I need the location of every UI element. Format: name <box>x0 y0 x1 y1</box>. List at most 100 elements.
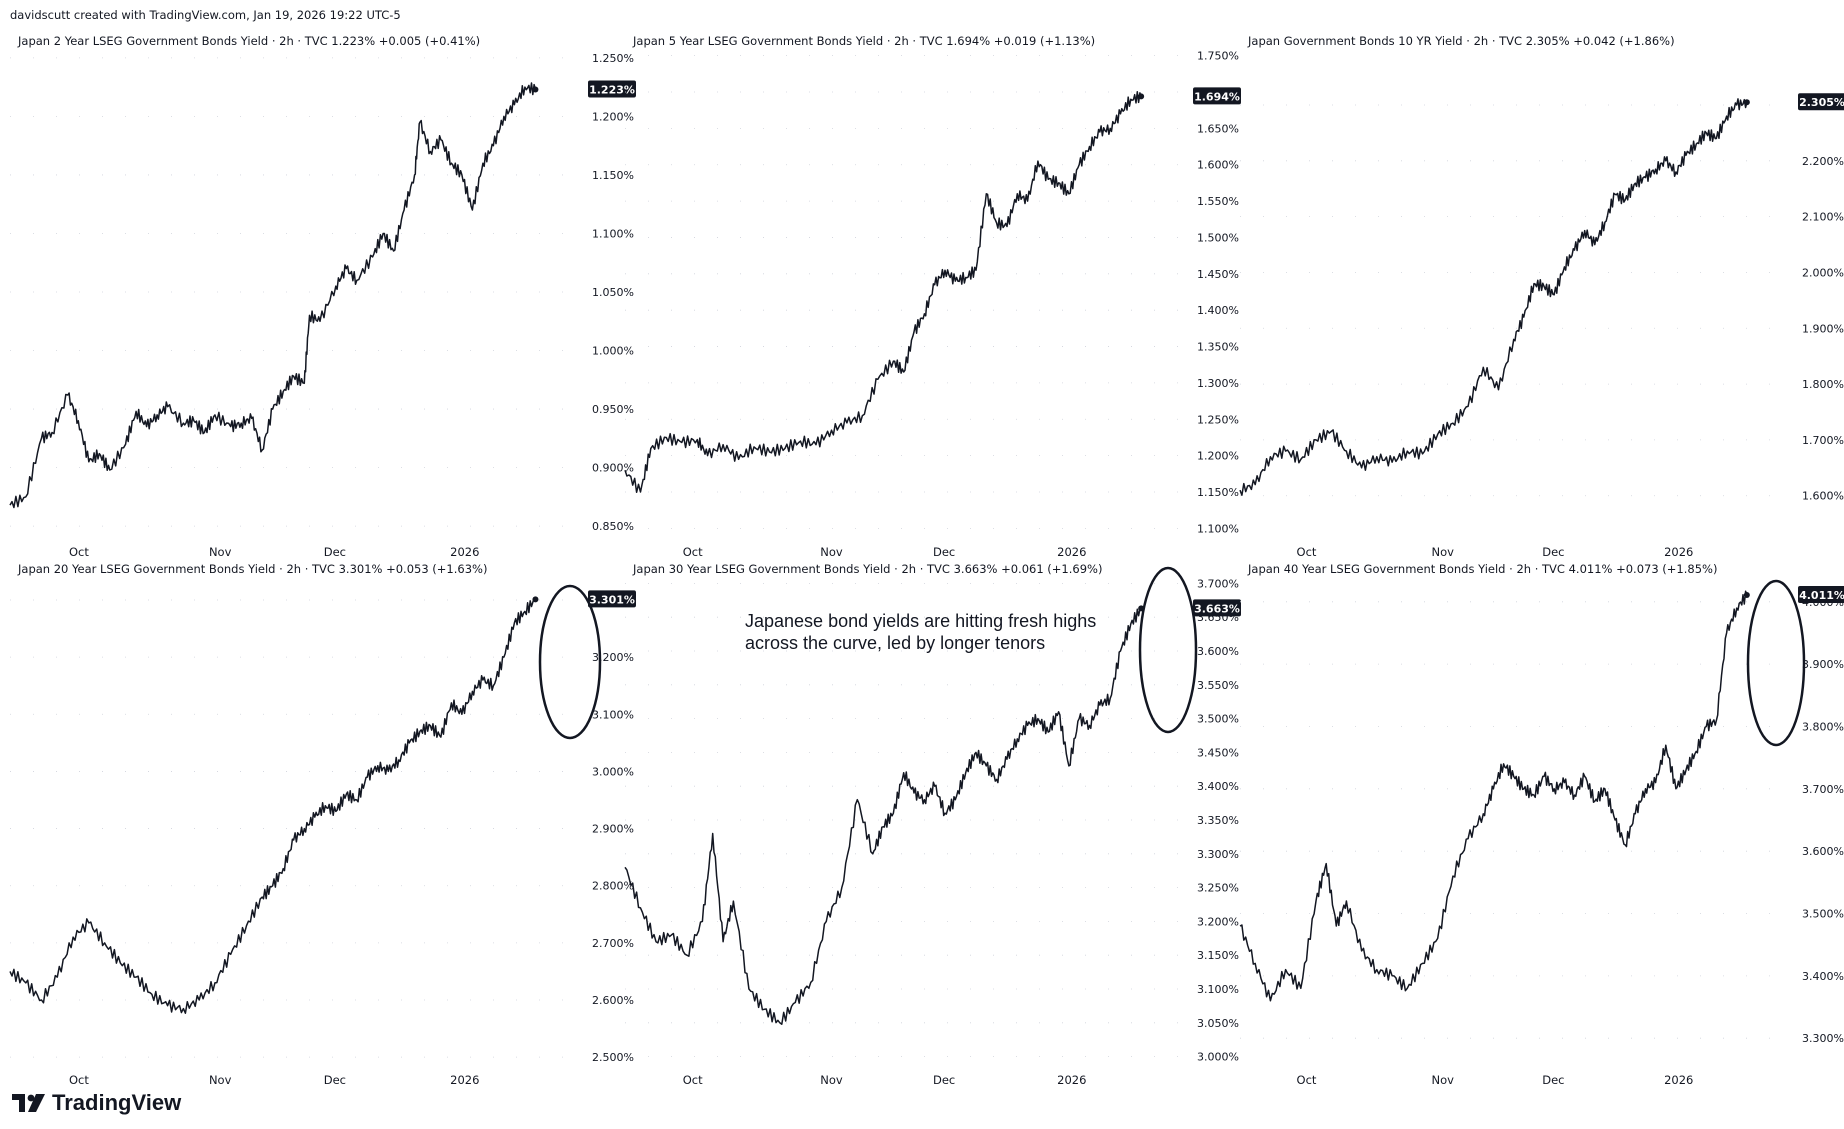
y-tick-label: 1.600% <box>1197 159 1239 172</box>
y-tick-label: 1.150% <box>592 169 634 182</box>
last-value-tag <box>1193 87 1241 105</box>
chart-panel-2: 1.100% 1.150% 1.200% 1.250% 1.300% 1.350% 1.40… <box>624 50 1241 559</box>
y-tick-label: 3.200% <box>1197 915 1239 928</box>
y-tick-label: 1.350% <box>1197 341 1239 354</box>
y-tick-label: 1.300% <box>1197 377 1239 390</box>
x-tick-label: Dec <box>933 545 955 559</box>
last-value-tag <box>588 590 636 608</box>
y-tick-label: 3.250% <box>1197 882 1239 895</box>
chart-title: Japan 20 Year LSEG Government Bonds Yiel… <box>18 562 488 576</box>
y-tick-label: 3.000% <box>592 765 634 778</box>
annotation-line-1: Japanese bond yields are hitting fresh h… <box>745 611 1097 631</box>
y-tick-label: 3.400% <box>1197 780 1239 793</box>
y-tick-label: 3.300% <box>1802 1032 1844 1045</box>
y-tick-label: 3.350% <box>1197 814 1239 827</box>
chart-panel-3: 1.600% 1.700% 1.800% 1.900% 2.000% 2.100% 2.20… <box>1239 93 1844 559</box>
y-tick-label: 1.700% <box>1802 434 1844 447</box>
y-tick-label: 2.700% <box>592 937 634 950</box>
last-point-marker <box>1743 99 1750 106</box>
y-tick-label: 3.900% <box>1802 658 1844 671</box>
x-tick-label: 2026 <box>1057 545 1086 559</box>
x-tick-label: Nov <box>209 1073 232 1087</box>
y-tick-label: 1.200% <box>592 110 634 123</box>
series-line <box>9 82 537 509</box>
last-value-label: 4.011% <box>1799 589 1844 602</box>
chart-title: Japan 40 Year LSEG Government Bonds Yiel… <box>1248 562 1718 576</box>
x-tick-label: Nov <box>1432 545 1455 559</box>
chart-title: Japan Government Bonds 10 YR Yield · 2h … <box>1248 34 1675 48</box>
y-tick-label: 3.000% <box>1197 1051 1239 1064</box>
series-line <box>624 90 1142 494</box>
tradingview-brand[interactable]: TradingView <box>12 1090 181 1116</box>
y-tick-label: 1.900% <box>1802 322 1844 335</box>
highlight-ellipse <box>1746 579 1806 747</box>
x-tick-label: Dec <box>1542 545 1564 559</box>
highlight-ellipse <box>538 584 602 740</box>
highlight-ellipse <box>1138 566 1198 734</box>
y-tick-label: 3.700% <box>1802 783 1844 796</box>
y-tick-label: 0.950% <box>592 403 634 416</box>
last-value-tag <box>1798 93 1844 111</box>
y-tick-label: 2.600% <box>592 994 634 1007</box>
chart-panel-6: 3.300% 3.400% 3.500% 3.600% 3.700% 3.800% 3.90… <box>1239 579 1844 1087</box>
tradingview-logo-icon <box>12 1094 45 1112</box>
x-tick-label: 2026 <box>450 545 479 559</box>
y-tick-label: 3.150% <box>1197 949 1239 962</box>
y-tick-label: 2.800% <box>592 880 634 893</box>
y-tick-label: 0.900% <box>592 462 634 475</box>
y-tick-label: 3.400% <box>1802 970 1844 983</box>
y-tick-label: 1.800% <box>1802 378 1844 391</box>
chart-panel-1: 0.850% 0.900% 0.950% 1.000% 1.050% 1.100% 1.15… <box>9 52 636 559</box>
y-tick-label: 1.150% <box>1197 486 1239 499</box>
last-value-label: 3.301% <box>589 593 635 606</box>
y-tick-label: 1.500% <box>1197 231 1239 244</box>
x-tick-label: Dec <box>1542 1073 1564 1087</box>
series-line <box>1239 98 1748 496</box>
last-value-label: 1.223% <box>589 83 635 96</box>
y-tick-label: 3.600% <box>1197 645 1239 658</box>
x-tick-label: Nov <box>820 1073 843 1087</box>
y-tick-label: 2.100% <box>1802 211 1844 224</box>
last-value-label: 2.305% <box>1799 96 1844 109</box>
x-tick-label: Nov <box>820 545 843 559</box>
last-value-tag <box>1798 585 1844 603</box>
last-point-marker <box>1743 591 1750 598</box>
y-tick-label: 1.450% <box>1197 268 1239 281</box>
x-tick-label: Oct <box>1297 1073 1317 1087</box>
series-line <box>624 607 1142 1025</box>
x-tick-label: 2026 <box>1664 1073 1693 1087</box>
x-tick-label: Dec <box>933 1073 955 1087</box>
y-tick-label: 3.700% <box>1197 577 1239 590</box>
y-tick-label: 1.200% <box>1197 450 1239 463</box>
y-tick-label: 3.500% <box>1197 713 1239 726</box>
x-tick-label: Nov <box>1432 1073 1455 1087</box>
x-tick-label: 2026 <box>450 1073 479 1087</box>
last-value-tag <box>588 80 636 98</box>
x-tick-label: 2026 <box>1057 1073 1086 1087</box>
y-tick-label: 1.550% <box>1197 195 1239 208</box>
y-tick-label: 1.100% <box>592 227 634 240</box>
x-tick-label: Nov <box>209 545 232 559</box>
x-tick-label: 2026 <box>1664 545 1693 559</box>
last-point-marker <box>1138 93 1145 100</box>
x-tick-label: Oct <box>683 1073 703 1087</box>
x-tick-label: Dec <box>324 545 346 559</box>
y-tick-label: 3.550% <box>1197 679 1239 692</box>
last-point-marker <box>532 86 539 93</box>
y-tick-label: 1.250% <box>1197 413 1239 426</box>
x-tick-label: Dec <box>324 1073 346 1087</box>
y-tick-label: 2.200% <box>1802 155 1844 168</box>
y-tick-label: 3.100% <box>592 708 634 721</box>
last-point-marker <box>532 596 539 603</box>
annotation-text: Japanese bond yields are hitting fresh h… <box>745 610 1096 654</box>
series-line <box>1239 590 1748 1002</box>
y-tick-label: 1.250% <box>592 52 634 65</box>
chart-title: Japan 5 Year LSEG Government Bonds Yield… <box>633 34 1096 48</box>
y-tick-label: 3.200% <box>592 651 634 664</box>
y-tick-label: 2.000% <box>1802 266 1844 279</box>
x-tick-label: Oct <box>683 545 703 559</box>
y-tick-label: 0.850% <box>592 520 634 533</box>
y-tick-label: 3.050% <box>1197 1017 1239 1030</box>
x-tick-label: Oct <box>1297 545 1317 559</box>
y-tick-label: 3.450% <box>1197 746 1239 759</box>
